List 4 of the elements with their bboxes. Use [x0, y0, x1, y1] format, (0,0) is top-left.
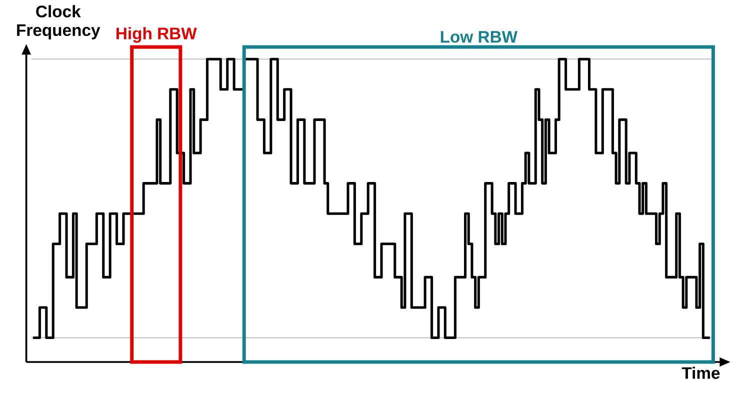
y-axis-title: Clock Frequency: [17, 5, 100, 40]
text: High RBW: [116, 27, 197, 43]
x-axis-title: Time: [682, 366, 720, 379]
text: Low RBW: [440, 31, 518, 43]
